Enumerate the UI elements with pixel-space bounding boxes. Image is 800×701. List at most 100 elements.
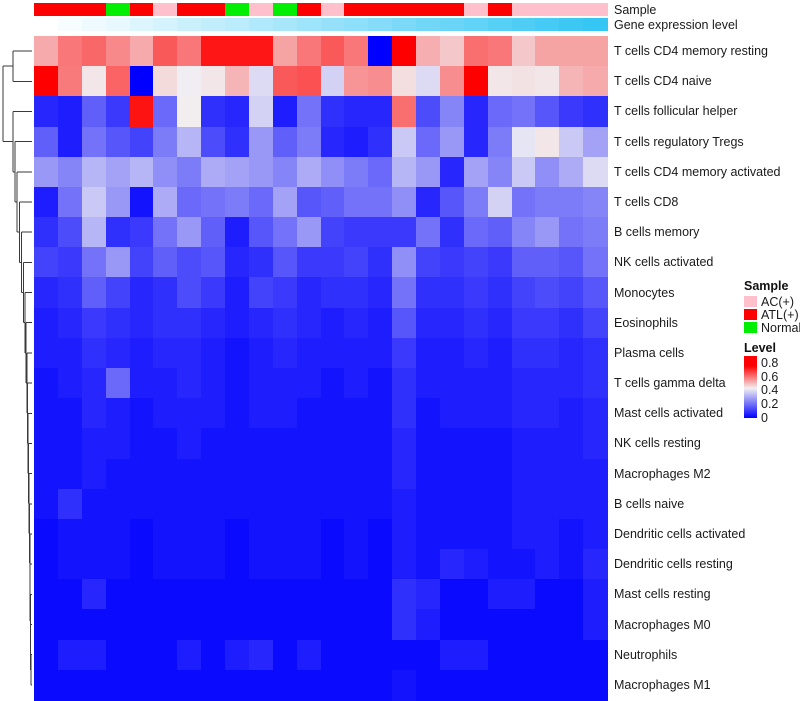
heatmap-cell xyxy=(57,458,83,490)
heatmap-cell xyxy=(272,549,298,580)
heatmap-cell xyxy=(392,669,417,701)
heatmap-cell xyxy=(177,156,202,188)
heatmap-cell xyxy=(511,96,536,128)
heatmap-cell xyxy=(511,639,536,671)
heatmap-cell xyxy=(225,398,250,429)
heatmap-cell xyxy=(535,579,560,611)
heatmap-cell xyxy=(559,217,584,248)
heatmap-cell xyxy=(487,96,513,128)
heatmap-cell xyxy=(368,247,393,279)
heatmap-cell xyxy=(81,458,107,490)
sample-annotation-cell xyxy=(272,3,298,16)
heatmap-cell xyxy=(344,669,369,701)
heatmap-cell xyxy=(439,337,465,369)
heatmap-cell xyxy=(177,398,202,429)
heatmap-cell xyxy=(559,156,584,188)
heatmap-cell xyxy=(559,518,584,550)
heatmap-cell xyxy=(487,247,513,279)
heatmap-cell xyxy=(487,669,513,701)
heatmap-cell xyxy=(535,307,560,339)
row-label: B cells memory xyxy=(614,225,700,240)
heatmap-cell xyxy=(583,669,608,701)
heatmap-cell xyxy=(105,488,131,520)
heatmap-cell xyxy=(81,488,107,520)
heatmap-cell xyxy=(535,368,560,399)
heatmap-cell xyxy=(177,337,202,369)
heatmap-cell xyxy=(535,458,560,490)
heatmap-cell xyxy=(559,337,584,369)
sample-annotation-cell xyxy=(81,3,107,16)
row-label: NK cells activated xyxy=(614,255,714,270)
heatmap-cell xyxy=(487,368,513,399)
heatmap-cell xyxy=(320,639,345,671)
heatmap-cell xyxy=(201,186,226,218)
sample-annotation-cell xyxy=(487,3,513,16)
heatmap-cell xyxy=(57,518,83,550)
heatmap-cell xyxy=(153,458,178,490)
heatmap-cell xyxy=(225,669,250,701)
heatmap-cell xyxy=(463,549,489,580)
heatmap-cell xyxy=(535,217,560,248)
heatmap-cell xyxy=(487,549,513,580)
heatmap-cell xyxy=(463,66,489,97)
heatmap-cell xyxy=(272,579,298,611)
heatmap-cell xyxy=(559,428,584,460)
heatmap-cell xyxy=(129,669,154,701)
sample-annotation-cell xyxy=(463,3,489,16)
heatmap-cell xyxy=(535,247,560,279)
heatmap-cell xyxy=(225,307,250,339)
heatmap-cell xyxy=(129,609,154,641)
heatmap-cell xyxy=(439,669,465,701)
heatmap-cell xyxy=(320,458,345,490)
heatmap-cell xyxy=(177,579,202,611)
heatmap-cell xyxy=(559,307,584,339)
row-label: Mast cells activated xyxy=(614,406,724,421)
heatmap-cell xyxy=(439,156,465,188)
sample-legend-swatch xyxy=(744,296,757,307)
heatmap-cell xyxy=(368,186,393,218)
row-label: Dendritic cells activated xyxy=(614,527,746,541)
heatmap-cell xyxy=(463,156,489,188)
heatmap-cell xyxy=(153,549,178,580)
heatmap-cell xyxy=(201,398,226,429)
gene-expression-annotation-cell xyxy=(153,18,178,31)
heatmap-cell xyxy=(153,186,178,218)
heatmap-cell xyxy=(177,609,202,641)
heatmap-cell xyxy=(416,126,441,158)
heatmap-cell xyxy=(34,337,59,369)
heatmap-cell xyxy=(416,277,441,309)
heatmap-cell xyxy=(57,549,83,580)
heatmap-cell xyxy=(225,609,250,641)
heatmap-cell xyxy=(129,337,154,369)
heatmap-cell xyxy=(57,579,83,611)
heatmap-cell xyxy=(153,488,178,520)
sample-legend-label: Normal xyxy=(761,321,800,335)
heatmap-cell xyxy=(177,368,202,399)
heatmap-cell xyxy=(559,186,584,218)
row-label: T cells follicular helper xyxy=(614,104,738,119)
heatmap-cell xyxy=(201,518,226,550)
heatmap-cell xyxy=(153,518,178,550)
heatmap-cell xyxy=(201,247,226,279)
heatmap-cell xyxy=(272,66,298,97)
sample-annotation-cell xyxy=(296,3,322,16)
heatmap-cell xyxy=(34,428,59,460)
sample-legend-swatch xyxy=(744,322,757,333)
heatmap-cell xyxy=(105,368,131,399)
heatmap-cell xyxy=(81,36,107,67)
heatmap-cell xyxy=(153,126,178,158)
heatmap-cell xyxy=(416,639,441,671)
gene-expression-annotation-cell xyxy=(248,18,274,31)
heatmap-cell xyxy=(368,609,393,641)
heatmap-cell xyxy=(248,398,274,429)
heatmap-cell xyxy=(320,368,345,399)
heatmap-cell xyxy=(487,458,513,490)
level-legend-tick-label: 0.6 xyxy=(761,369,779,384)
heatmap-cell xyxy=(201,96,226,128)
heatmap-cell xyxy=(439,96,465,128)
heatmap-cell xyxy=(129,277,154,309)
heatmap-cell xyxy=(416,549,441,580)
heatmap-cell xyxy=(129,217,154,248)
heatmap-cell xyxy=(296,247,322,279)
